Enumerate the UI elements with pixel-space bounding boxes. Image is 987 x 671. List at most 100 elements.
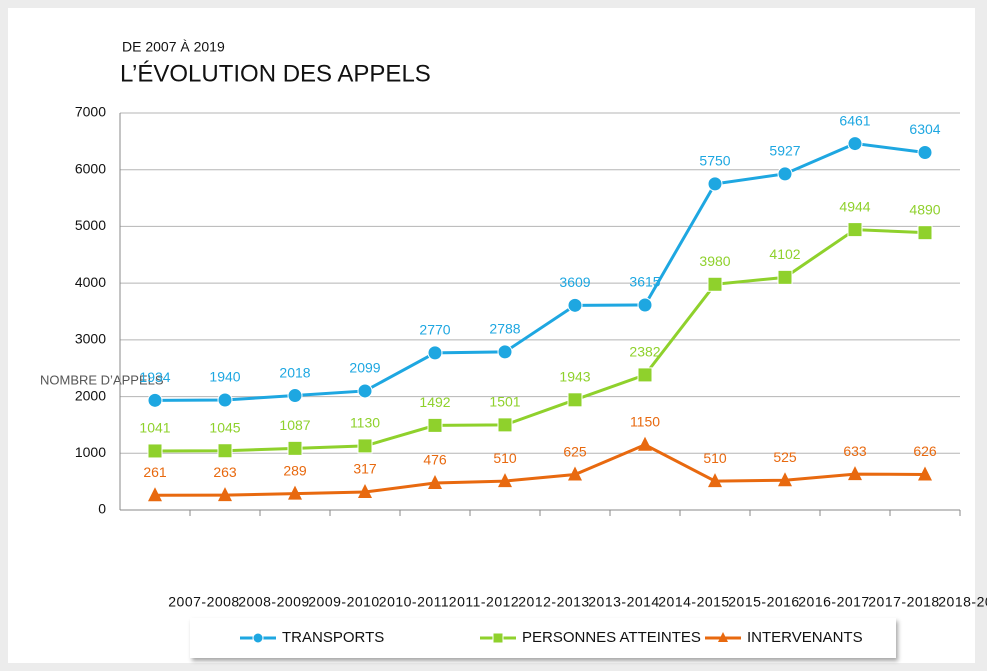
data-label: 1492 [419,394,450,410]
data-label: 2018 [279,364,310,380]
data-label: 1934 [139,369,170,385]
data-label: 1130 [350,415,380,431]
data-label: 1940 [209,369,240,385]
marker [847,222,863,238]
legend-box [190,618,896,658]
y-tick-label: 7000 [75,104,106,120]
y-tick-label: 5000 [75,217,106,233]
chart-title: L’ÉVOLUTION DES APPELS [120,60,431,87]
marker [217,392,233,408]
x-tick-label: 2018-2019 [938,594,987,610]
marker [847,136,863,152]
data-label: 3609 [559,274,590,290]
y-tick-label: 2000 [75,387,106,403]
data-label: 625 [563,443,587,459]
marker [567,297,583,313]
data-label: 1041 [139,420,170,436]
marker [568,466,582,481]
marker [638,436,652,451]
data-label: 2788 [489,321,520,337]
x-tick-label: 2012-2013 [518,594,589,610]
chart-subtitle: DE 2007 À 2019 [122,39,225,55]
data-label: 5750 [699,153,730,169]
x-tick-label: 2011-2012 [449,594,519,610]
x-tick-label: 2017-2018 [868,594,939,610]
data-label: 633 [843,443,867,459]
x-tick-label: 2007-2008 [168,594,239,610]
data-label: 3615 [629,274,660,290]
marker [147,392,163,408]
data-label: 510 [493,450,517,466]
y-tick-label: 1000 [75,444,106,460]
marker [777,269,793,285]
data-label: 2099 [349,360,380,376]
series-line [154,228,926,453]
x-tick-label: 2014-2015 [658,594,729,610]
data-label: 510 [703,450,727,466]
marker [567,392,583,408]
data-label: 2770 [419,322,450,338]
x-tick-label: 2010-2011 [379,594,449,610]
legend-label: PERSONNES ATTEINTES [522,629,701,646]
marker [637,367,653,383]
y-axis-label: NOMBRE D’APPELS [40,372,164,387]
data-label: 476 [423,452,447,468]
y-tick-label: 3000 [75,331,106,347]
data-label: 3980 [699,253,730,269]
legend-label: INTERVENANTS [747,629,863,646]
marker [427,345,443,361]
data-label: 4890 [909,201,940,217]
marker [497,417,513,433]
marker [218,487,232,502]
data-label: 525 [773,449,797,465]
data-label: 5927 [769,143,800,159]
data-label: 1087 [279,417,310,433]
data-label: 4102 [769,246,800,262]
data-label: 1943 [559,369,590,385]
marker [287,388,303,404]
legend-label: TRANSPORTS [282,629,384,646]
data-label: 6461 [839,112,870,128]
marker [497,344,513,360]
marker [917,225,933,241]
x-tick-label: 2013-2014 [588,594,659,610]
x-tick-label: 2009-2010 [308,594,379,610]
marker [708,473,722,488]
marker [718,632,728,642]
marker [428,475,442,490]
marker [848,466,862,481]
data-label: 1501 [489,394,520,410]
marker [357,383,373,399]
marker [358,484,372,499]
marker [707,176,723,192]
x-tick-label: 2016-2017 [798,594,869,610]
data-label: 4944 [839,198,870,214]
marker [148,487,162,502]
marker [217,443,233,459]
marker [707,276,723,292]
data-label: 2382 [629,344,660,360]
marker [252,632,264,644]
data-label: 1045 [209,419,240,435]
data-label: 1150 [630,413,660,429]
y-tick-label: 0 [98,501,106,517]
marker [147,443,163,459]
marker [918,466,932,481]
marker [777,166,793,182]
x-tick-label: 2015-2016 [728,594,799,610]
data-label: 289 [283,462,307,478]
marker [288,485,302,500]
data-label: 626 [913,443,937,459]
marker [357,438,373,454]
marker [498,473,512,488]
data-label: 317 [353,461,377,477]
marker [492,632,504,644]
data-label: 263 [213,464,237,480]
series-line [154,142,926,402]
data-label: 261 [143,464,167,480]
y-tick-label: 4000 [75,274,106,290]
series-line [154,443,926,497]
marker [917,144,933,160]
